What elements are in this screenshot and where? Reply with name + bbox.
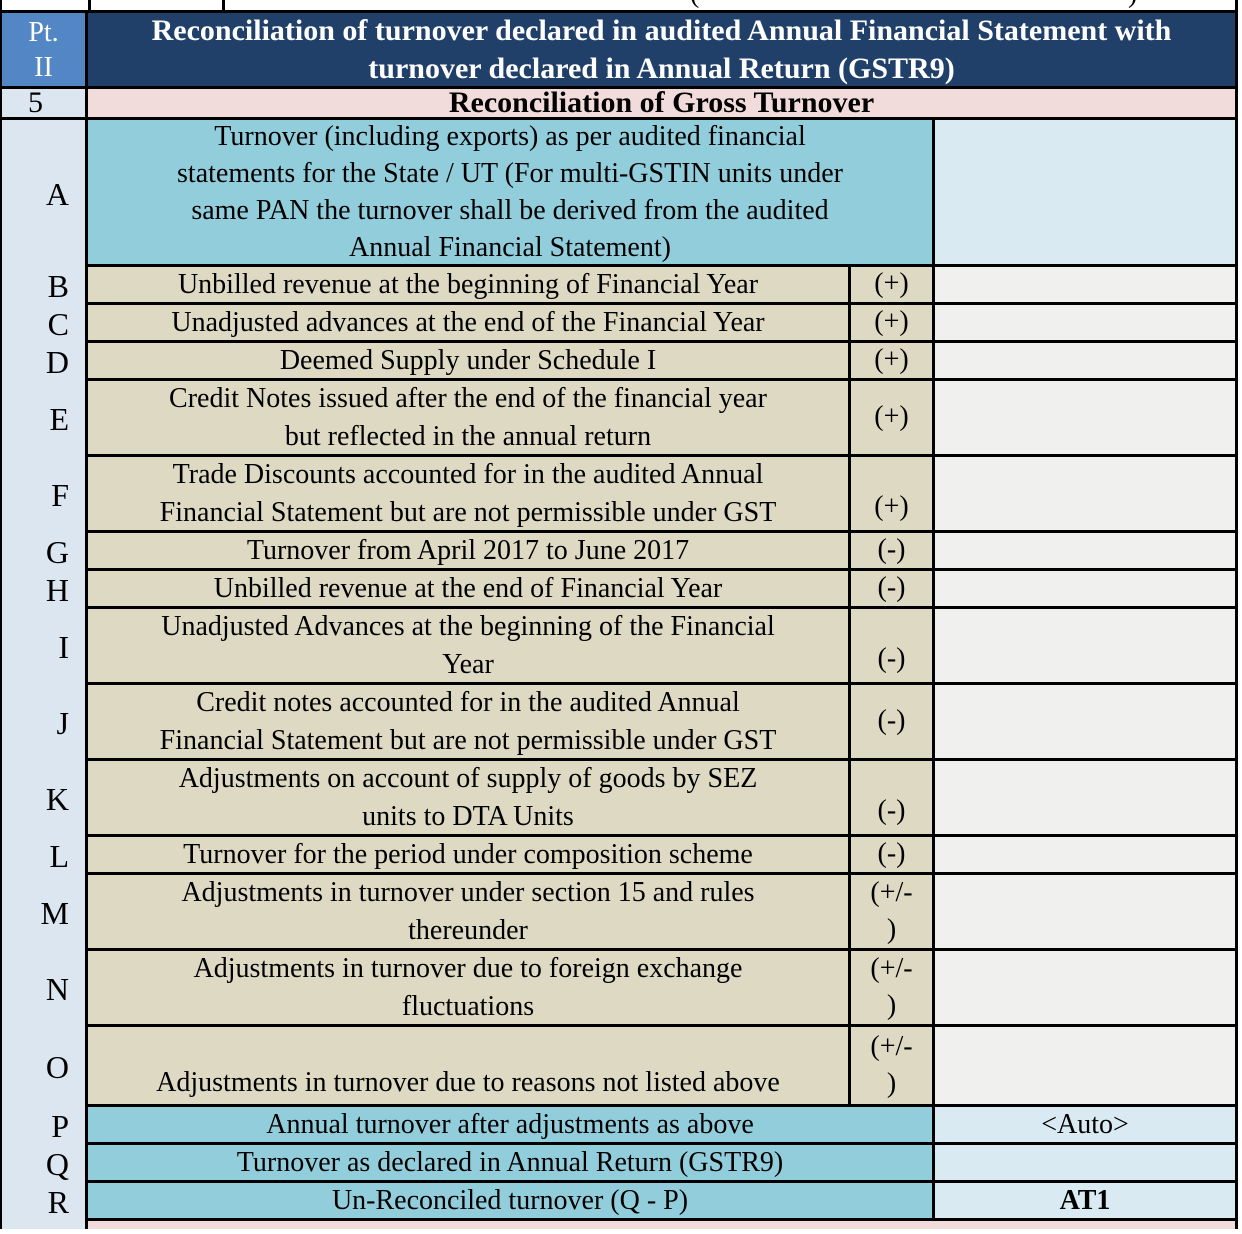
row-q-desc-cell: Turnover as declared in Annual Return (G… <box>88 1145 935 1183</box>
row-p-letter-cell: P <box>2 1107 88 1145</box>
row-k-sign-cell: (-) <box>851 761 935 837</box>
row-j-value-cell[interactable] <box>935 685 1238 761</box>
row-q-value-cell[interactable] <box>935 1145 1238 1183</box>
row-g-letter-cell: G <box>2 533 88 571</box>
row-k-desc-cell: Adjustments on account of supply of good… <box>88 761 851 837</box>
row-o-desc-cell: Adjustments in turnover due to reasons n… <box>88 1027 851 1107</box>
part-ii-label-cell: Pt. II <box>2 13 88 89</box>
row-r-desc-cell: Un-Reconciled turnover (Q - P) <box>88 1183 935 1221</box>
row-b-letter-cell: B <box>2 267 88 305</box>
table-header-title: Reconciliation of turnover declared in a… <box>88 13 1238 89</box>
row-n-desc-cell: Adjustments in turnover due to foreign e… <box>88 951 851 1027</box>
row-a-desc-cell: Turnover (including exports) as per audi… <box>88 120 935 267</box>
row-c-sign-cell: (+) <box>851 305 935 343</box>
row-c-desc-cell: Unadjusted advances at the end of the Fi… <box>88 305 851 343</box>
cutoff-grid-line <box>88 0 91 10</box>
row-p-value-cell[interactable]: <Auto> <box>935 1107 1238 1145</box>
row-p-desc-cell: Annual turnover after adjustments as abo… <box>88 1107 935 1145</box>
row-j-desc-cell: Credit notes accounted for in the audite… <box>88 685 851 761</box>
cutoff-next-section-row <box>88 1221 1238 1229</box>
row-d-value-cell[interactable] <box>935 343 1238 381</box>
section-title-cell: Reconciliation of Gross Turnover <box>88 89 1238 120</box>
cutoff-grid-line <box>222 0 225 10</box>
row-c-letter-cell: C <box>2 305 88 343</box>
row-h-value-cell[interactable] <box>935 571 1238 609</box>
row-a-letter-cell: A <box>2 120 88 267</box>
row-o-sign-cell: (+/- ) <box>851 1027 935 1107</box>
row-e-sign-cell: (+) <box>851 381 935 457</box>
row-e-letter-cell: E <box>2 381 88 457</box>
cutoff-row-above: ( ) <box>0 0 1238 13</box>
row-h-letter-cell: H <box>2 571 88 609</box>
row-g-sign-cell: (-) <box>851 533 935 571</box>
row-g-value-cell[interactable] <box>935 533 1238 571</box>
row-d-letter-cell: D <box>2 343 88 381</box>
row-c-value-cell[interactable] <box>935 305 1238 343</box>
row-d-sign-cell: (+) <box>851 343 935 381</box>
row-f-desc-cell: Trade Discounts accounted for in the aud… <box>88 457 851 533</box>
row-d-desc-cell: Deemed Supply under Schedule I <box>88 343 851 381</box>
cutoff-next-letter-cell <box>2 1221 88 1229</box>
row-n-value-cell[interactable] <box>935 951 1238 1027</box>
row-k-value-cell[interactable] <box>935 761 1238 837</box>
row-a-value-cell[interactable] <box>935 120 1238 267</box>
row-k-letter-cell: K <box>2 761 88 837</box>
row-m-value-cell[interactable] <box>935 875 1238 951</box>
row-b-sign-cell: (+) <box>851 267 935 305</box>
row-f-sign-cell: (+) <box>851 457 935 533</box>
reconciliation-grid: Pt. II Reconciliation of turnover declar… <box>0 13 1238 1229</box>
row-r-letter-cell: R <box>2 1183 88 1221</box>
row-j-sign-cell: (-) <box>851 685 935 761</box>
row-g-desc-cell: Turnover from April 2017 to June 2017 <box>88 533 851 571</box>
row-l-value-cell[interactable] <box>935 837 1238 875</box>
row-q-letter-cell: Q <box>2 1145 88 1183</box>
row-f-letter-cell: F <box>2 457 88 533</box>
cutoff-text-fragment: ) <box>1128 0 1137 10</box>
row-n-sign-cell: (+/- ) <box>851 951 935 1027</box>
row-h-sign-cell: (-) <box>851 571 935 609</box>
section-number-cell: 5 <box>2 89 88 120</box>
row-l-desc-cell: Turnover for the period under compositio… <box>88 837 851 875</box>
row-h-desc-cell: Unbilled revenue at the end of Financial… <box>88 571 851 609</box>
row-m-letter-cell: M <box>2 875 88 951</box>
cutoff-text-fragment: ( <box>690 0 699 10</box>
row-f-value-cell[interactable] <box>935 457 1238 533</box>
row-i-value-cell[interactable] <box>935 609 1238 685</box>
row-i-letter-cell: I <box>2 609 88 685</box>
row-j-letter-cell: J <box>2 685 88 761</box>
row-b-value-cell[interactable] <box>935 267 1238 305</box>
row-m-desc-cell: Adjustments in turnover under section 15… <box>88 875 851 951</box>
row-b-desc-cell: Unbilled revenue at the beginning of Fin… <box>88 267 851 305</box>
row-n-letter-cell: N <box>2 951 88 1027</box>
row-l-letter-cell: L <box>2 837 88 875</box>
row-i-desc-cell: Unadjusted Advances at the beginning of … <box>88 609 851 685</box>
row-m-sign-cell: (+/- ) <box>851 875 935 951</box>
row-e-desc-cell: Credit Notes issued after the end of the… <box>88 381 851 457</box>
row-o-letter-cell: O <box>2 1027 88 1107</box>
row-e-value-cell[interactable] <box>935 381 1238 457</box>
row-i-sign-cell: (-) <box>851 609 935 685</box>
row-l-sign-cell: (-) <box>851 837 935 875</box>
row-r-value-cell[interactable]: AT1 <box>935 1183 1238 1221</box>
row-o-value-cell[interactable] <box>935 1027 1238 1107</box>
cutoff-grid-line <box>1235 0 1238 10</box>
